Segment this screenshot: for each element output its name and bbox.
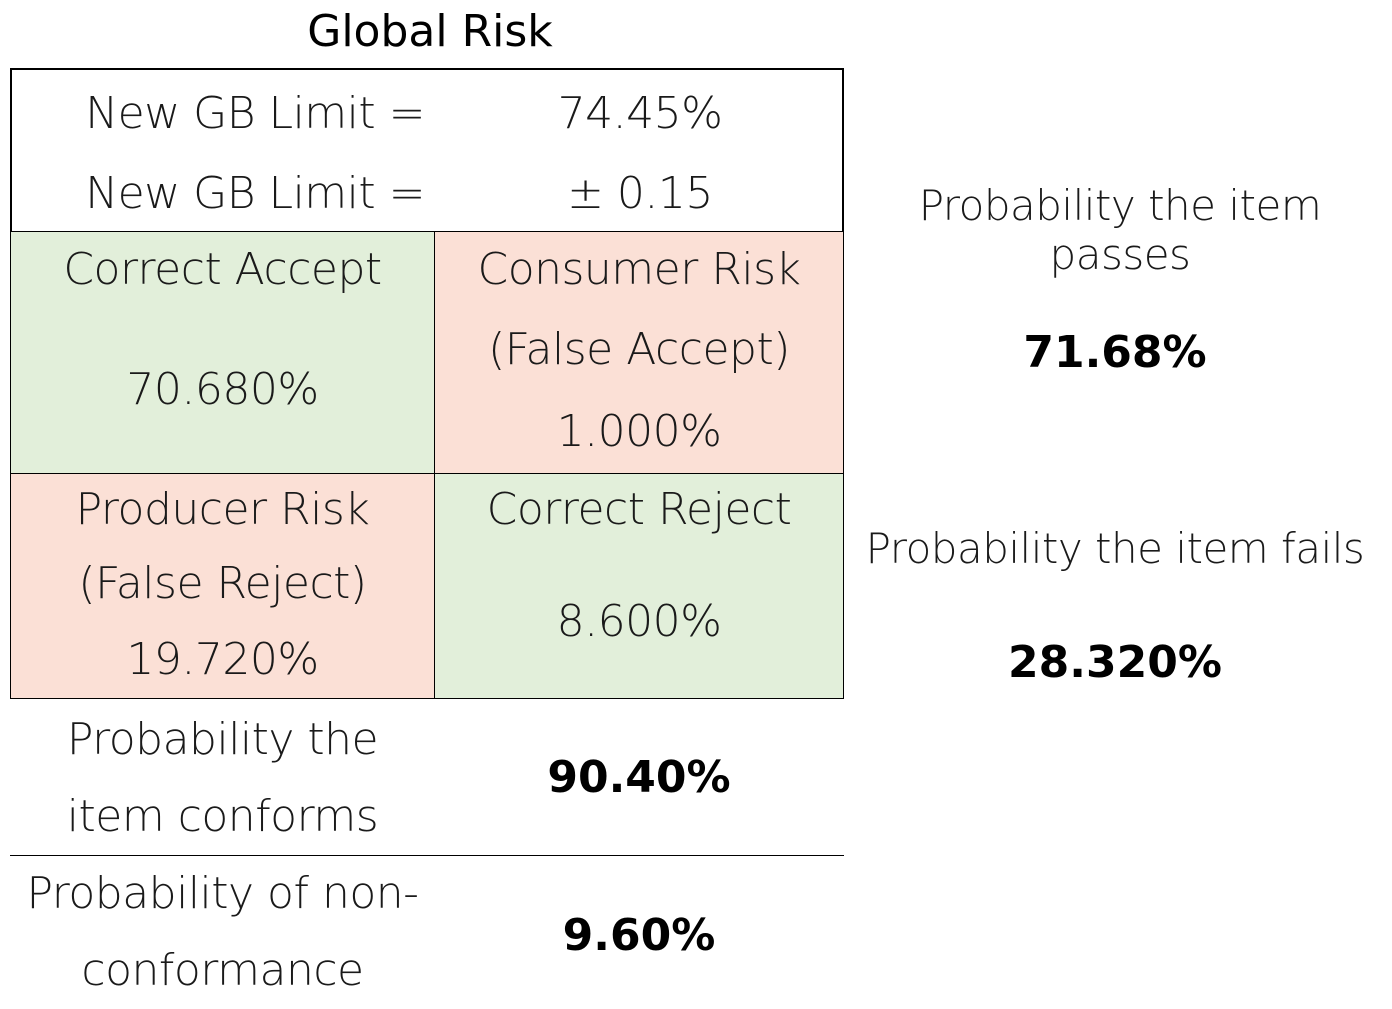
- conforms-label-line2: item conforms: [66, 790, 379, 842]
- gb-limit-label: New GB Limit =: [85, 87, 425, 139]
- gb-limit-value: 74.45%: [557, 87, 723, 139]
- consumer-risk-cell: Consumer Risk (False Accept) 1.000%: [434, 231, 844, 474]
- consumer-risk-sublabel: (False Accept): [488, 324, 790, 375]
- nonconform-label-line2: conformance: [81, 944, 364, 996]
- producer-risk-cell: Producer Risk (False Reject) 19.720%: [10, 473, 435, 699]
- correct-accept-value: 70.680%: [126, 364, 319, 415]
- conforms-label: Probability the item conforms: [10, 705, 435, 850]
- correct-accept-label: Correct Accept: [63, 244, 382, 295]
- correct-reject-cell: Correct Reject 8.600%: [434, 473, 844, 699]
- producer-risk-value: 19.720%: [126, 634, 319, 685]
- correct-accept-cell: Correct Accept 70.680%: [10, 231, 435, 474]
- gb-limit-label: New GB Limit =: [85, 167, 425, 219]
- passes-label: Probability the item passes: [918, 181, 1322, 279]
- correct-reject-label: Correct Reject: [486, 484, 792, 535]
- nonconform-value: 9.60%: [562, 910, 716, 961]
- gb-limit-box: [10, 68, 844, 231]
- fails-value: 28.320%: [1008, 636, 1222, 688]
- nonconform-label: Probability of non- conformance: [10, 862, 435, 1001]
- conforms-value: 90.40%: [547, 752, 731, 803]
- nonconform-label-line1: Probability of non-: [26, 867, 419, 919]
- conforms-label-line1: Probability the: [66, 713, 379, 765]
- consumer-risk-label: Consumer Risk: [477, 244, 801, 295]
- fails-label: Probability the item fails: [865, 523, 1365, 573]
- consumer-risk-value: 1.000%: [556, 406, 722, 457]
- page-title: Global Risk: [307, 5, 553, 57]
- producer-risk-sublabel: (False Reject): [78, 558, 367, 609]
- passes-value: 71.68%: [1023, 326, 1207, 378]
- row-divider: [10, 855, 844, 856]
- producer-risk-label: Producer Risk: [75, 484, 370, 535]
- gb-limit-tolerance: ± 0.15: [567, 167, 713, 219]
- correct-reject-value: 8.600%: [556, 596, 722, 647]
